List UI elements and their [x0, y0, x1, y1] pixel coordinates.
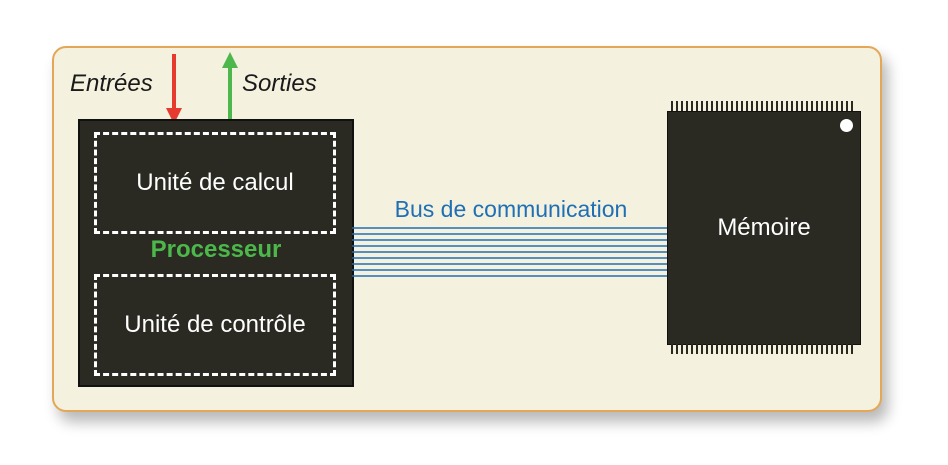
- control-unit-label: Unité de contrôle: [124, 311, 306, 338]
- memory-pins-top: [671, 101, 853, 112]
- inputs-label: Entrées: [70, 70, 153, 97]
- bus-label: Bus de communication: [394, 196, 628, 222]
- memory-label: Mémoire: [717, 214, 811, 241]
- processor-chip: [78, 119, 354, 387]
- communication-bus: [352, 227, 670, 277]
- compute-unit: Unité de calcul: [94, 132, 336, 234]
- memory-pins-bottom: [671, 343, 853, 354]
- arrow-down-icon: [166, 54, 182, 124]
- arrow-up-icon: [222, 52, 238, 122]
- compute-unit-label: Unité de calcul: [136, 169, 294, 196]
- control-unit: Unité de contrôle: [94, 274, 336, 376]
- outputs-label: Sorties: [242, 70, 317, 97]
- chip-orientation-dot: [840, 119, 853, 132]
- memory-chip: Mémoire: [667, 111, 861, 345]
- processor-label: Processeur: [150, 236, 282, 263]
